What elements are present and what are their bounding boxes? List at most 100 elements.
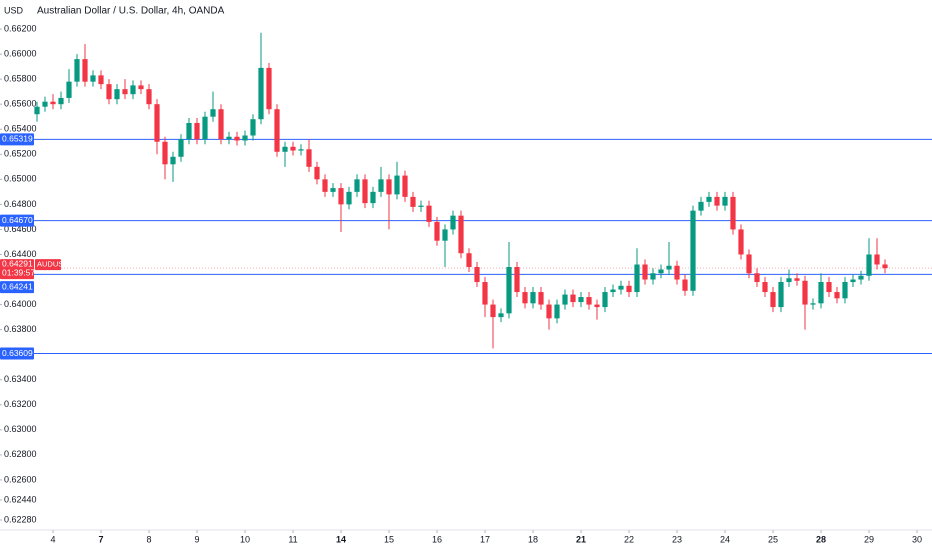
candle-body xyxy=(642,264,648,280)
candle-body xyxy=(458,215,464,254)
y-tick-label: 0.66000 xyxy=(4,48,37,58)
price-line-label-box xyxy=(0,281,34,294)
y-tick-label: 0.62440 xyxy=(4,494,37,504)
candle-body xyxy=(370,191,376,204)
price-line-label: 0.63609 xyxy=(2,348,33,358)
x-tick-label: 11 xyxy=(288,534,297,544)
candle-body xyxy=(634,264,640,293)
price-line-label: 0.64241 xyxy=(2,281,33,291)
candle-body xyxy=(690,210,696,291)
candle-body xyxy=(186,122,192,140)
candle-body xyxy=(738,229,744,255)
candle-body xyxy=(58,97,64,105)
candle-body xyxy=(298,149,304,151)
candle-body xyxy=(674,265,680,280)
candle-body xyxy=(418,205,424,207)
candle-body xyxy=(698,201,704,211)
candle-body xyxy=(762,282,768,293)
candle-body xyxy=(266,67,272,110)
candle-body xyxy=(210,109,216,117)
candle-body xyxy=(562,294,568,305)
candle-body xyxy=(162,141,168,165)
chart-title: Australian Dollar / U.S. Dollar, 4h, OAN… xyxy=(37,6,225,17)
candle-body xyxy=(794,278,800,281)
candle-body xyxy=(482,282,488,305)
y-tick-label: 0.63200 xyxy=(4,399,37,409)
candle-body xyxy=(570,294,576,303)
candle-body xyxy=(786,278,792,283)
y-tick-label: 0.62800 xyxy=(4,449,37,459)
candle-body xyxy=(546,304,552,319)
candle-body xyxy=(514,267,520,293)
candle-body xyxy=(882,264,888,269)
candle-body xyxy=(354,179,360,192)
candle-body xyxy=(498,313,504,318)
candle-body xyxy=(770,292,776,308)
x-tick-label: 21 xyxy=(576,534,586,544)
x-tick-label: 15 xyxy=(384,534,394,544)
y-tick-label: 0.63000 xyxy=(4,424,37,434)
candle-body xyxy=(170,156,176,165)
candle-body xyxy=(330,188,336,192)
y-tick-label: 0.64000 xyxy=(4,299,37,309)
candle-body xyxy=(290,146,296,151)
candle-body xyxy=(386,179,392,195)
candle-body xyxy=(850,279,856,283)
candle-body xyxy=(706,196,712,202)
candle-body xyxy=(842,282,848,299)
symbol-tag-box xyxy=(35,259,61,271)
y-tick-label: 0.65000 xyxy=(4,174,37,184)
candle-body xyxy=(618,285,624,290)
last-price-label: 0.64291 xyxy=(2,258,33,268)
candle-body xyxy=(130,85,136,95)
x-tick-label: 9 xyxy=(194,534,199,544)
x-tick-label: 8 xyxy=(146,534,151,544)
candle-body xyxy=(74,59,80,82)
candle-body xyxy=(202,116,208,140)
price-line-label-box xyxy=(0,133,34,146)
candle-body xyxy=(834,292,840,299)
candle-body xyxy=(122,89,128,95)
candle-body xyxy=(226,136,232,140)
candle-body xyxy=(626,285,632,293)
candle-body xyxy=(434,221,440,241)
candle-body xyxy=(42,101,48,107)
candle-body xyxy=(874,254,880,265)
currency: USD xyxy=(4,5,24,15)
candle-body xyxy=(402,175,408,197)
candle-body xyxy=(506,267,512,314)
x-tick-label: 23 xyxy=(672,534,682,544)
candle-body xyxy=(218,109,224,140)
candle-body xyxy=(114,89,120,100)
candle-body xyxy=(610,289,616,293)
price-line-label-box xyxy=(0,347,34,360)
price-line-label: 0.65319 xyxy=(2,134,33,144)
candle-body xyxy=(242,135,248,141)
candle-body xyxy=(554,304,560,319)
candle-body xyxy=(178,139,184,157)
candle-body xyxy=(346,191,352,205)
candle-body xyxy=(746,254,752,274)
last-price-box xyxy=(0,259,34,280)
candle-body xyxy=(818,282,824,304)
candle-body xyxy=(858,275,864,280)
candle-body xyxy=(338,188,344,205)
y-tick-label: 0.62280 xyxy=(4,514,37,524)
candle-body xyxy=(490,304,496,318)
y-tick-label: 0.65800 xyxy=(4,74,37,84)
y-tick-label: 0.66200 xyxy=(4,23,37,33)
x-tick-label: 25 xyxy=(768,534,778,544)
candle-body xyxy=(378,179,384,192)
x-tick-label: 30 xyxy=(912,534,922,544)
y-tick-label: 0.63400 xyxy=(4,374,37,384)
x-tick-label: 4 xyxy=(50,534,55,544)
candle-body xyxy=(466,253,472,268)
candle-body xyxy=(802,280,808,305)
candle-body xyxy=(778,282,784,308)
candle-body xyxy=(474,267,480,283)
candle-body xyxy=(66,81,72,98)
x-tick-label: 28 xyxy=(816,534,826,544)
candle-body xyxy=(538,292,544,305)
candle-body xyxy=(82,59,88,82)
